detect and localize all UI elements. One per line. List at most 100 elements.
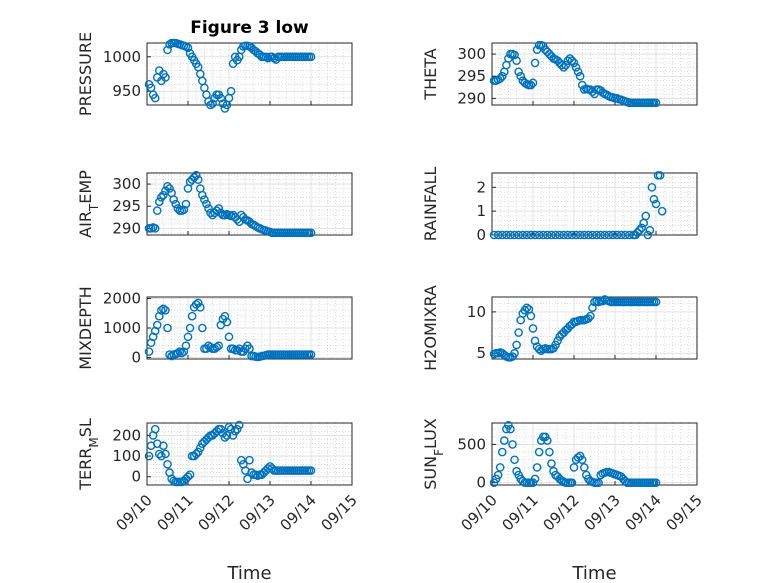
data-point — [150, 224, 160, 233]
data-point — [502, 230, 511, 240]
data-point — [588, 303, 597, 313]
data-point — [526, 80, 536, 90]
data-point — [165, 350, 174, 359]
axes-frame — [491, 42, 698, 106]
data-point — [651, 297, 661, 307]
y-tick-label: 300 — [457, 45, 486, 63]
chart-title: Figure 3 low — [190, 18, 309, 38]
data-point — [226, 86, 236, 96]
data-point — [526, 230, 536, 240]
data-point — [236, 455, 246, 465]
data-point — [567, 56, 577, 66]
data-point — [234, 420, 244, 430]
x-tick-label: 09/12 — [540, 491, 583, 534]
data-point — [608, 230, 618, 240]
data-point — [573, 67, 583, 77]
data-point — [159, 441, 168, 451]
data-point — [647, 183, 657, 192]
data-point — [204, 433, 213, 442]
data-point — [571, 230, 581, 240]
data-point — [604, 230, 614, 240]
data-point — [185, 323, 195, 333]
data-point — [645, 225, 655, 235]
y-axis-label: MIXDEPTH — [76, 286, 95, 369]
data-point — [567, 478, 577, 488]
data-point — [538, 230, 548, 240]
data-point — [514, 328, 523, 337]
subplot-sun-flux: 0 500 SUNFLUX 09/1009/1109/1209/1309/1409/1… — [421, 418, 706, 583]
data-point — [655, 171, 665, 180]
data-point — [177, 348, 187, 358]
data-point — [559, 230, 569, 240]
data-point — [528, 78, 538, 88]
data-point — [497, 71, 507, 81]
data-point — [641, 211, 651, 221]
data-point — [157, 193, 166, 202]
data-point — [518, 476, 528, 486]
y-tick-label: 0 — [131, 349, 141, 367]
data-point — [245, 455, 254, 465]
axes-frame — [491, 296, 698, 360]
x-tick-label: 09/11 — [499, 491, 542, 534]
data-point — [263, 53, 273, 63]
data-point — [198, 323, 207, 333]
y-tick-label: 1000 — [103, 48, 141, 66]
data-point — [228, 431, 238, 440]
data-point — [179, 205, 189, 215]
data-point — [586, 311, 595, 321]
data-point — [173, 204, 183, 213]
data-point — [212, 206, 221, 215]
x-tick-label: 09/14 — [622, 491, 665, 534]
data-point — [545, 447, 554, 457]
data-point — [224, 332, 234, 342]
data-point — [154, 449, 164, 459]
data-point — [551, 230, 560, 240]
data-point — [547, 459, 556, 468]
subplot-pressure: 950 1000 PRESSURE Figure 3 low — [76, 18, 353, 116]
data-point — [230, 426, 240, 436]
y-axis-label: AIRTEMP — [76, 170, 101, 238]
data-point — [222, 431, 232, 440]
data-point — [157, 451, 166, 461]
data-point — [216, 424, 226, 434]
data-point — [620, 476, 630, 486]
data-point — [306, 228, 316, 238]
data-point — [152, 320, 162, 330]
x-tick-label: 09/15 — [663, 491, 706, 534]
data-point — [635, 225, 644, 235]
data-point — [528, 324, 538, 333]
data-point — [516, 71, 526, 81]
data-point — [191, 170, 201, 180]
y-tick-label: 0 — [131, 468, 141, 486]
data-point — [530, 230, 540, 240]
y-axis-label: PRESSURE — [76, 32, 95, 116]
data-point — [224, 422, 234, 432]
data-point — [185, 470, 195, 479]
y-axis-label: THETA — [421, 48, 440, 100]
data-point — [214, 204, 224, 213]
data-point — [575, 230, 585, 240]
y-tick-label: 1 — [476, 202, 486, 220]
data-point — [195, 303, 205, 312]
data-point — [206, 100, 215, 110]
x-tick-label: 09/12 — [195, 491, 238, 534]
data-point — [497, 230, 507, 240]
y-tick-label: 10 — [467, 303, 486, 321]
data-point — [569, 463, 579, 472]
data-point — [218, 99, 228, 108]
y-tick-label: 0 — [476, 226, 486, 244]
data-point — [547, 230, 556, 240]
subplot-h2omixra: 5 10 H2OMIXRA — [421, 285, 698, 371]
axes-frame — [491, 172, 698, 236]
data-point — [269, 53, 279, 63]
data-point — [657, 206, 667, 216]
subplot-mixdepth: 0 1000 2000 MIXDEPTH — [76, 286, 353, 370]
data-point — [571, 63, 581, 72]
data-point — [592, 230, 601, 240]
data-point — [612, 230, 622, 240]
y-tick-label: 5 — [476, 344, 486, 362]
data-point — [183, 332, 193, 342]
data-point — [187, 311, 197, 321]
data-point — [499, 436, 509, 445]
